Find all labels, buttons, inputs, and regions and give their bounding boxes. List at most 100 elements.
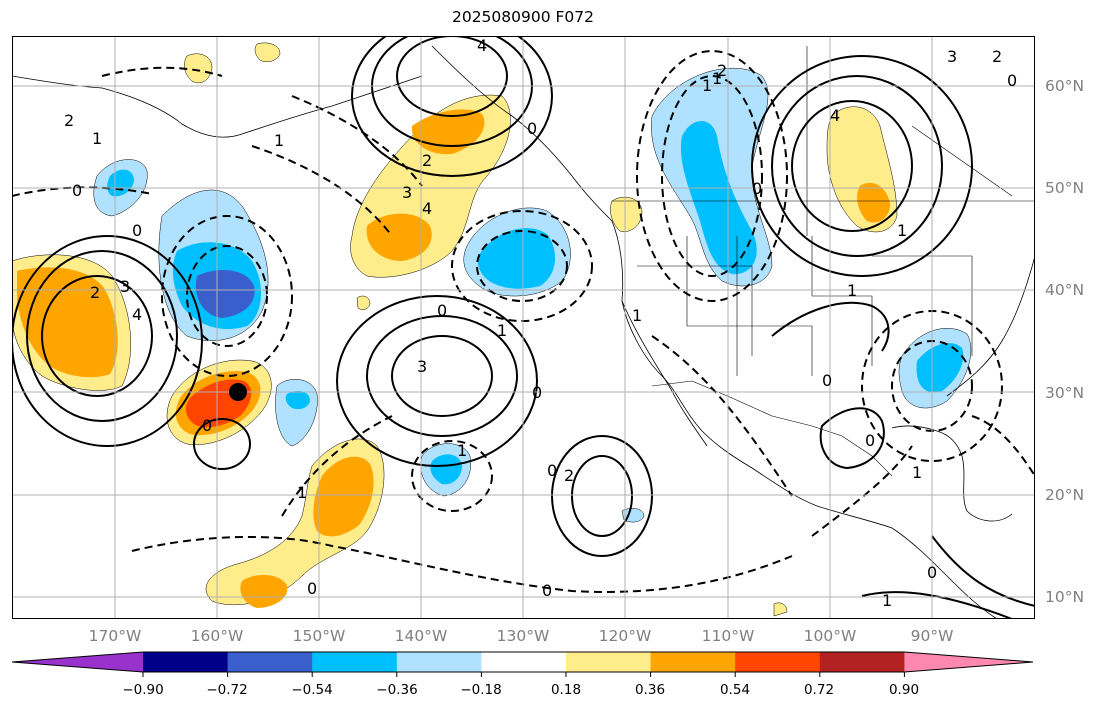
- contour-line: [12, 235, 203, 447]
- colorbar-segment: [566, 652, 652, 672]
- contour-label: 0: [72, 181, 82, 200]
- contour-line: [291, 95, 423, 187]
- coastline: [621, 300, 708, 447]
- shade-region: [107, 169, 134, 197]
- contour-line: [771, 75, 943, 257]
- contour-label: 4: [477, 36, 487, 55]
- lon-label: 160°W: [190, 627, 244, 645]
- shade-region: [366, 213, 432, 261]
- contour-label: 0: [437, 301, 447, 320]
- contour-label: 1: [702, 76, 712, 95]
- border-line: [736, 236, 813, 376]
- colorbar-segment: [819, 652, 905, 672]
- contour-line: [186, 245, 268, 347]
- contour-label: 4: [422, 199, 432, 218]
- contour-label: 3: [947, 47, 957, 66]
- contour-label: 1: [712, 69, 722, 88]
- contour-label: 2: [564, 466, 574, 485]
- contour-label: 0: [202, 416, 212, 435]
- coastlines: [12, 45, 1035, 619]
- contour-label: 2: [717, 61, 727, 80]
- lon-label: 100°W: [803, 627, 857, 645]
- coastline: [946, 255, 1035, 397]
- lon-label: 120°W: [598, 627, 652, 645]
- contour-line: [651, 335, 793, 497]
- lon-label: 170°W: [88, 627, 142, 645]
- colorbar-extension-high: [904, 652, 1033, 672]
- contour-line: [476, 230, 568, 302]
- contour-line: [281, 415, 393, 517]
- contour-line: [161, 215, 293, 377]
- border-line: [811, 236, 873, 366]
- contour-label: 1: [92, 129, 102, 148]
- contour-label-group: 4 2 1 0 3 2 4 0 2 1 0 3 4 1 0 3 1 0 2 0 …: [64, 36, 1017, 610]
- colorbar-tick-label: −0.90: [122, 682, 164, 698]
- contour-line: [451, 210, 593, 322]
- colorbar-tick-label: −0.54: [291, 682, 333, 698]
- shade-region: [285, 390, 310, 410]
- shade-region: [275, 379, 318, 447]
- contour-line: [351, 36, 553, 177]
- contour-line: [41, 275, 153, 397]
- contour-label: 2: [90, 283, 100, 302]
- lat-label: 10°N: [1045, 588, 1085, 606]
- contour-label: 0: [542, 581, 552, 600]
- contour-line: [251, 145, 393, 237]
- colorbar-segment: [312, 652, 398, 672]
- contour-label: 0: [307, 579, 317, 598]
- shade-region: [610, 196, 643, 232]
- lat-label: 20°N: [1045, 486, 1085, 504]
- colorbar-segment: [481, 652, 567, 672]
- shade-region: [184, 53, 213, 84]
- colorbar-segment: [227, 652, 313, 672]
- contour-label: 1: [632, 306, 642, 325]
- lat-label: 60°N: [1045, 77, 1085, 95]
- lon-label: 110°W: [701, 627, 755, 645]
- contour-label: 0: [752, 179, 762, 198]
- coastline: [431, 45, 998, 619]
- shade-region: [240, 574, 288, 608]
- contour-line: [396, 36, 508, 117]
- contour-line: [751, 55, 973, 277]
- lon-label: 90°W: [910, 627, 954, 645]
- contour-label: 1: [912, 463, 922, 482]
- map-panel: 4 2 1 0 3 2 4 0 2 1 0 3 4 1 0 3 1 0 2 0 …: [12, 36, 1035, 619]
- colorbar-tick-label: 0.18: [550, 682, 582, 698]
- shade-region: [916, 343, 964, 393]
- colorbar-segment: [650, 652, 736, 672]
- border-line: [651, 380, 893, 477]
- contour-line: [336, 295, 538, 467]
- contour-line: [411, 440, 493, 512]
- contour-line: [931, 535, 1035, 607]
- contour-label: 2: [422, 151, 432, 170]
- colorbar-tick-label: 0.54: [719, 682, 751, 698]
- colorbar-tick-label: −0.72: [206, 682, 248, 698]
- contour-label: 0: [132, 221, 142, 240]
- contour-line: [551, 435, 653, 557]
- contour-line: [131, 535, 793, 593]
- lat-label: 40°N: [1045, 281, 1085, 299]
- lon-label: 150°W: [292, 627, 346, 645]
- contour-line: [193, 418, 251, 470]
- colorbar-tick-label: 0.36: [634, 682, 666, 698]
- border-line: [872, 255, 973, 356]
- shade-region: [430, 454, 462, 485]
- shade-region: [254, 42, 281, 62]
- map-title: 2025080900 F072: [451, 8, 595, 26]
- contour-label: 1: [457, 441, 467, 460]
- contour-label: 1: [274, 131, 284, 150]
- shade-region: [356, 295, 371, 310]
- lon-label: 130°W: [496, 627, 550, 645]
- solid-contours: [12, 36, 1035, 619]
- colorbar-tick-label: 0.72: [803, 682, 835, 698]
- contour-label: 0: [527, 119, 537, 138]
- graticule: [12, 36, 1035, 619]
- borders: [612, 46, 1035, 477]
- contour-line: [571, 455, 633, 537]
- colorbar-segment: [735, 652, 821, 672]
- contour-label: 4: [830, 106, 840, 125]
- shade-region: [680, 121, 757, 275]
- colorbar-tick-label: 0.90: [888, 682, 920, 698]
- colorbar-tick-label: −0.36: [376, 682, 418, 698]
- border-line: [911, 125, 1013, 197]
